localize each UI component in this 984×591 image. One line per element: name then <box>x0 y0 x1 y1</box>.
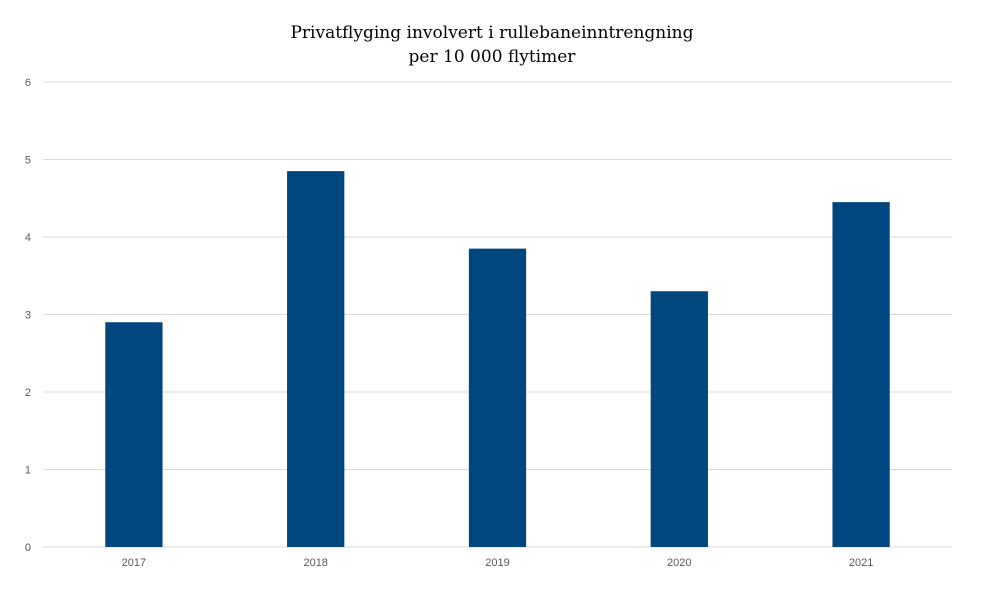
bar-2019 <box>468 248 527 547</box>
chart-title-line-1: Privatflyging involvert i rullebaneinntr… <box>290 23 693 43</box>
bar-2017 <box>105 322 163 547</box>
y-axis-tick-labels: 0 1 2 3 4 5 6 <box>25 77 31 554</box>
chart-title-line-2: per 10 000 flytimer <box>409 47 577 67</box>
bars <box>105 171 890 547</box>
x-tick-label: 2021 <box>849 557 873 569</box>
bar-2020 <box>650 291 708 547</box>
y-tick-label: 4 <box>25 232 31 244</box>
bar-2021 <box>832 202 890 547</box>
chart-title: Privatflyging involvert i rullebaneinntr… <box>290 23 693 67</box>
y-tick-label: 6 <box>25 77 31 89</box>
y-tick-label: 3 <box>25 310 31 322</box>
y-tick-label: 2 <box>25 387 31 399</box>
y-tick-label: 5 <box>25 155 31 167</box>
x-tick-label: 2018 <box>303 557 327 569</box>
bar-2018 <box>287 171 345 547</box>
x-tick-label: 2017 <box>122 557 146 569</box>
x-tick-label: 2020 <box>667 557 691 569</box>
x-tick-label: 2019 <box>485 557 509 569</box>
x-axis-tick-labels: 2017 2018 2019 2020 2021 <box>122 557 874 569</box>
y-tick-label: 0 <box>25 542 31 554</box>
y-tick-label: 1 <box>25 465 31 477</box>
